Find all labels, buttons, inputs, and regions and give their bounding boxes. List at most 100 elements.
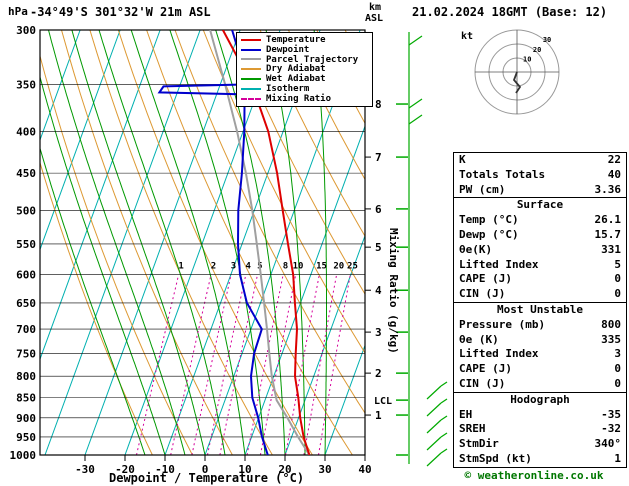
index-label: Totals Totals <box>459 167 546 181</box>
index-label: StmSpd (kt) <box>459 451 532 465</box>
index-value: 0 <box>614 272 621 286</box>
parcel-trajectory-line <box>209 30 311 455</box>
svg-text:8: 8 <box>283 262 288 272</box>
index-label: CIN (J) <box>459 376 506 390</box>
index-row: CIN (J) 0 <box>454 287 626 302</box>
index-row: Pressure (mb) 800 <box>454 318 626 333</box>
svg-text:450: 450 <box>16 167 36 180</box>
chart-legend: Temperature Dewpoint Parcel Trajectory D… <box>236 32 373 107</box>
km-axis: 1 2 3 4 5 6 7 8 <box>365 98 408 422</box>
index-row: CIN (J) 0 <box>454 377 626 392</box>
legend-label: Isotherm <box>266 83 310 94</box>
index-row: Totals Totals 40 <box>454 168 626 183</box>
legend-item: Temperature <box>241 35 368 45</box>
index-row: Dewp (°C) 15.7 <box>454 228 626 243</box>
index-row: PW (cm) 3.36 <box>454 183 626 198</box>
indices-section-general: K 22 Totals Totals 40 PW (cm) 3.36 <box>454 153 626 197</box>
page-title: -34°49'S 301°32'W 21m ASL <box>30 5 211 19</box>
index-label: CAPE (J) <box>459 272 512 286</box>
svg-text:900: 900 <box>16 412 36 425</box>
svg-text:700: 700 <box>16 323 36 336</box>
svg-text:8: 8 <box>375 98 382 111</box>
mixing-ratio-axis-title: Mixing Ratio (g/kg) <box>387 228 400 354</box>
legend-item: Mixing Ratio <box>241 94 368 104</box>
legend-item: Isotherm <box>241 84 368 94</box>
svg-text:800: 800 <box>16 370 36 383</box>
dewpoint-line <box>157 30 269 455</box>
pressure-axis-labels: 300 350 400 450 500 550 600 650 700 750 800 850 900 9… <box>10 24 37 462</box>
svg-text:500: 500 <box>16 204 36 217</box>
indices-section-surface: Surface Temp (°C) 26.1 Dewp (°C) 15.7 θe(K… <box>454 197 626 302</box>
svg-text:30: 30 <box>318 463 331 476</box>
svg-text:400: 400 <box>16 126 36 139</box>
index-value: 0 <box>614 376 621 390</box>
legend-item: Wet Adiabat <box>241 74 368 84</box>
index-row: CAPE (J) 0 <box>454 362 626 377</box>
svg-text:4: 4 <box>245 262 251 272</box>
altitude-axis-unit-asl: ASL <box>365 13 384 24</box>
temperature-line <box>222 30 311 455</box>
svg-text:3: 3 <box>375 326 382 339</box>
index-row: Lifted Index 3 <box>454 347 626 362</box>
index-value: -35 <box>601 407 621 421</box>
index-row: StmSpd (kt) 1 <box>454 452 626 467</box>
x-axis-title: Dewpoint / Temperature (°C) <box>109 471 305 485</box>
legend-item: Dewpoint <box>241 45 368 55</box>
index-row: K 22 <box>454 153 626 168</box>
section-header: Hodograph <box>510 392 570 406</box>
legend-swatch <box>241 58 261 61</box>
legend-item: Parcel Trajectory <box>241 55 368 65</box>
index-label: θe(K) <box>459 242 493 256</box>
index-value: 340° <box>594 437 622 451</box>
svg-text:5: 5 <box>375 241 382 254</box>
lcl-marker: LCL <box>374 396 408 407</box>
index-value: 5 <box>614 257 621 271</box>
index-label: K <box>459 153 466 166</box>
index-row: Lifted Index 5 <box>454 258 626 273</box>
index-value: 331 <box>601 242 621 256</box>
index-label: θe (K) <box>459 332 499 346</box>
svg-text:300: 300 <box>16 24 36 37</box>
svg-text:40: 40 <box>358 463 371 476</box>
index-value: -32 <box>601 422 621 436</box>
svg-text:LCL: LCL <box>374 396 392 407</box>
index-value: 0 <box>614 287 621 301</box>
svg-text:30: 30 <box>543 36 551 44</box>
svg-text:10: 10 <box>293 262 304 272</box>
svg-text:650: 650 <box>16 297 36 310</box>
index-value: 3 <box>614 347 621 361</box>
svg-text:10: 10 <box>523 56 531 64</box>
legend-swatch <box>241 78 261 81</box>
legend-label: Dewpoint <box>266 44 310 55</box>
index-row: StmDir 340° <box>454 437 626 452</box>
svg-text:-20: -20 <box>115 463 135 476</box>
svg-text:600: 600 <box>16 269 36 282</box>
indices-section-most-unstable: Most Unstable Pressure (mb) 800 θe (K) 335… <box>454 301 626 392</box>
svg-text:2: 2 <box>211 262 216 272</box>
index-row: θe (K) 335 <box>454 333 626 348</box>
svg-text:2: 2 <box>375 367 382 380</box>
svg-text:3: 3 <box>231 262 236 272</box>
pressure-axis-unit: hPa <box>8 5 28 18</box>
plot-border <box>39 29 366 456</box>
svg-text:750: 750 <box>16 347 36 360</box>
legend-label: Dry Adiabat <box>266 64 326 75</box>
legend-label: Mixing Ratio <box>266 93 332 104</box>
index-label: StmDir <box>459 437 499 451</box>
wind-barb-column <box>396 32 448 467</box>
copyright-notice: © weatheronline.co.uk <box>464 469 604 482</box>
svg-text:20: 20 <box>533 46 541 54</box>
index-label: Temp (°C) <box>459 213 519 227</box>
index-label: SREH <box>459 422 486 436</box>
svg-text:10: 10 <box>238 463 251 476</box>
svg-text:550: 550 <box>16 238 36 251</box>
svg-text:15: 15 <box>316 262 327 272</box>
index-value: 26.1 <box>594 213 622 227</box>
legend-swatch <box>241 87 261 90</box>
legend-swatch <box>241 97 261 100</box>
index-row: EH -35 <box>454 408 626 423</box>
legend-label: Temperature <box>266 34 326 45</box>
svg-text:6: 6 <box>375 203 382 216</box>
